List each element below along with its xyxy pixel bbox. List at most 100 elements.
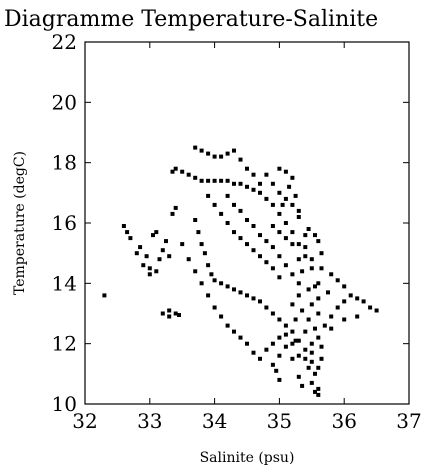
data-point — [202, 251, 207, 256]
data-point — [167, 314, 172, 319]
data-point — [206, 151, 211, 156]
data-point — [283, 263, 288, 268]
data-point — [309, 350, 314, 355]
data-point — [303, 233, 308, 238]
data-point — [219, 178, 224, 183]
data-point — [368, 305, 373, 310]
data-point — [219, 314, 224, 319]
data-point — [290, 329, 295, 334]
data-point — [258, 299, 262, 304]
data-point — [225, 193, 230, 198]
data-point — [212, 278, 217, 283]
y-axis-label: Temperature (degC) — [12, 151, 28, 295]
data-point — [296, 338, 301, 343]
data-point — [232, 287, 236, 292]
x-tick-label: 33 — [137, 409, 162, 433]
data-point — [290, 302, 295, 307]
data-point — [245, 218, 249, 222]
data-point — [348, 293, 353, 298]
data-point — [173, 166, 178, 171]
data-point — [141, 263, 146, 268]
data-point — [199, 281, 204, 286]
data-point — [270, 266, 275, 271]
data-point — [147, 266, 152, 271]
data-point — [193, 175, 198, 180]
data-point — [154, 230, 159, 235]
data-point — [270, 341, 275, 346]
y-tick-label: 20 — [52, 90, 77, 114]
data-point — [225, 284, 230, 289]
data-point — [306, 365, 311, 370]
data-point — [313, 326, 317, 331]
y-axis-ticks: 10 12 14 16 18 20 22 — [52, 30, 409, 416]
data-point — [319, 344, 324, 349]
data-point — [147, 272, 152, 277]
data-point — [206, 193, 211, 198]
data-point — [232, 230, 236, 235]
data-point — [206, 178, 211, 183]
data-point — [164, 239, 168, 244]
data-point — [316, 335, 321, 340]
data-point — [199, 148, 204, 153]
data-point — [167, 254, 172, 259]
data-point — [219, 211, 224, 216]
data-point — [199, 178, 204, 183]
data-point — [173, 205, 178, 210]
data-point — [283, 221, 288, 225]
data-point — [245, 341, 249, 346]
data-point — [306, 317, 311, 322]
y-tick-label: 22 — [52, 30, 77, 54]
data-point — [303, 245, 308, 250]
data-point — [154, 269, 159, 274]
data-point — [290, 341, 295, 346]
data-point — [180, 169, 185, 174]
data-point — [170, 169, 175, 174]
data-point — [238, 290, 243, 295]
y-tick-label: 10 — [52, 392, 77, 416]
data-point — [290, 242, 295, 247]
data-point — [342, 317, 347, 322]
data-point — [160, 248, 165, 253]
data-point — [264, 305, 269, 310]
data-point — [296, 353, 301, 358]
data-point — [313, 233, 317, 238]
data-point — [134, 251, 139, 256]
data-point — [296, 293, 301, 298]
data-point — [361, 299, 366, 304]
data-point — [277, 335, 282, 340]
data-point — [290, 356, 295, 361]
data-point — [128, 236, 133, 241]
data-point — [270, 362, 275, 367]
data-point — [251, 296, 256, 301]
data-point — [219, 281, 224, 286]
data-point — [277, 211, 282, 216]
data-point — [238, 208, 243, 213]
data-point — [319, 356, 324, 361]
data-point — [290, 272, 295, 277]
x-axis-ticks: 32 33 34 35 36 37 — [72, 42, 422, 433]
data-point — [309, 257, 314, 262]
data-point — [316, 239, 321, 244]
data-point — [270, 245, 275, 250]
data-point — [329, 272, 334, 277]
data-point — [335, 278, 340, 283]
data-point — [322, 323, 327, 328]
data-point — [283, 344, 288, 349]
y-tick-label: 18 — [52, 151, 77, 175]
data-point — [245, 242, 249, 247]
data-point — [232, 202, 236, 207]
data-point — [225, 221, 230, 225]
data-point — [157, 257, 162, 262]
data-point — [193, 218, 198, 222]
data-point — [258, 254, 262, 259]
data-point — [238, 236, 243, 241]
y-tick-label: 14 — [52, 271, 77, 295]
data-point — [300, 269, 305, 274]
data-point — [293, 338, 298, 343]
data-point — [251, 224, 256, 228]
data-point — [374, 308, 379, 313]
data-point — [303, 254, 308, 259]
data-point — [225, 323, 230, 328]
data-point — [316, 281, 321, 286]
